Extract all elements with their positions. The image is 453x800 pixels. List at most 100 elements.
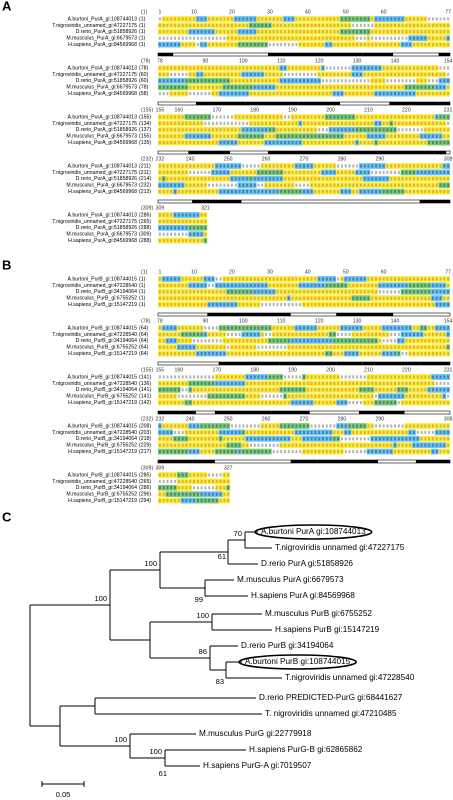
residue: [193, 492, 196, 496]
residue: [303, 79, 305, 83]
residue: [257, 381, 260, 385]
conservation-segment: [195, 102, 246, 105]
residue: [280, 394, 283, 398]
residue: [352, 134, 355, 138]
sequence-name: M.musculus_PurB_gi:6755252: [66, 394, 137, 400]
residue: [219, 450, 222, 454]
residue: [401, 375, 404, 379]
residue: [367, 17, 370, 21]
residue: [382, 381, 385, 385]
residue-shading: [237, 282, 268, 289]
residue: [246, 326, 249, 330]
sequence-name: D.rerio_PurB_gi:34194064: [76, 387, 138, 393]
residue: [276, 115, 279, 119]
residue: [265, 424, 268, 428]
residue: [276, 296, 279, 300]
residue-shading: [347, 84, 371, 91]
residue: [390, 141, 393, 145]
sequence-start: (218): [139, 436, 151, 442]
residue: [280, 326, 283, 330]
residue: [303, 177, 305, 181]
residue: [193, 437, 196, 441]
residue: [439, 375, 442, 379]
residue: [397, 430, 400, 434]
residue: [196, 450, 199, 454]
residue: [356, 190, 359, 194]
residue: [443, 375, 446, 379]
ruler-tick: 100: [239, 318, 248, 324]
residue-shading: [393, 22, 409, 29]
residue: [371, 128, 374, 132]
conservation-segment: [321, 53, 363, 56]
residue: [193, 232, 196, 236]
residue-shading: [158, 41, 181, 48]
residue: [166, 443, 169, 447]
residue: [435, 134, 438, 138]
residue: [189, 134, 192, 138]
residue: [185, 352, 188, 356]
residue: [435, 43, 438, 47]
residue: [170, 443, 173, 447]
residue: [170, 424, 173, 428]
residue: [268, 43, 271, 47]
residue: [211, 164, 214, 168]
ruler-tick: 309: [156, 205, 165, 211]
residue: [299, 352, 302, 356]
residue: [268, 332, 271, 336]
residue: [412, 437, 415, 441]
residue: [162, 30, 165, 34]
residue: [158, 164, 161, 168]
residue-shading: [173, 435, 189, 442]
residue: [208, 92, 211, 96]
residue-shading: [298, 77, 322, 84]
residue: [185, 134, 188, 138]
residue: [170, 345, 173, 349]
residue: [158, 213, 161, 217]
residue: [356, 134, 359, 138]
residue: [390, 79, 393, 83]
residue: [211, 339, 214, 343]
residue-shading: [230, 399, 261, 406]
residue: [337, 437, 340, 441]
residue: [204, 134, 207, 138]
residue: [295, 339, 298, 343]
residue: [310, 17, 313, 21]
residue: [219, 326, 222, 330]
residue: [223, 394, 226, 398]
residue: [261, 388, 264, 392]
residue: [397, 85, 400, 89]
residue: [325, 296, 328, 300]
residue: [306, 190, 309, 194]
residue: [162, 283, 165, 287]
residue: [261, 326, 264, 330]
residue-shading: [290, 399, 314, 406]
residue: [174, 388, 177, 392]
residue: [234, 375, 237, 379]
residue: [227, 141, 230, 145]
residue: [177, 85, 180, 89]
residue: [265, 115, 268, 119]
ruler-tick: 100: [239, 58, 248, 64]
residue: [166, 30, 169, 34]
residue: [204, 473, 207, 477]
residue: [280, 183, 283, 187]
residue: [371, 23, 374, 27]
residue: [333, 164, 336, 168]
residue: [215, 190, 218, 194]
residue: [386, 66, 389, 70]
conservation-segment: [321, 151, 378, 154]
residue: [424, 17, 427, 21]
residue: [200, 388, 203, 392]
residue: [181, 92, 184, 96]
residue: [162, 401, 165, 405]
residue: [416, 177, 419, 181]
residue: [196, 277, 199, 281]
residue: [397, 72, 400, 76]
residue: [420, 375, 423, 379]
bootstrap-value: 99: [195, 595, 203, 604]
residue: [382, 290, 385, 294]
residue: [401, 121, 404, 125]
residue: [356, 85, 359, 89]
residue: [344, 92, 347, 96]
residue: [329, 296, 332, 300]
